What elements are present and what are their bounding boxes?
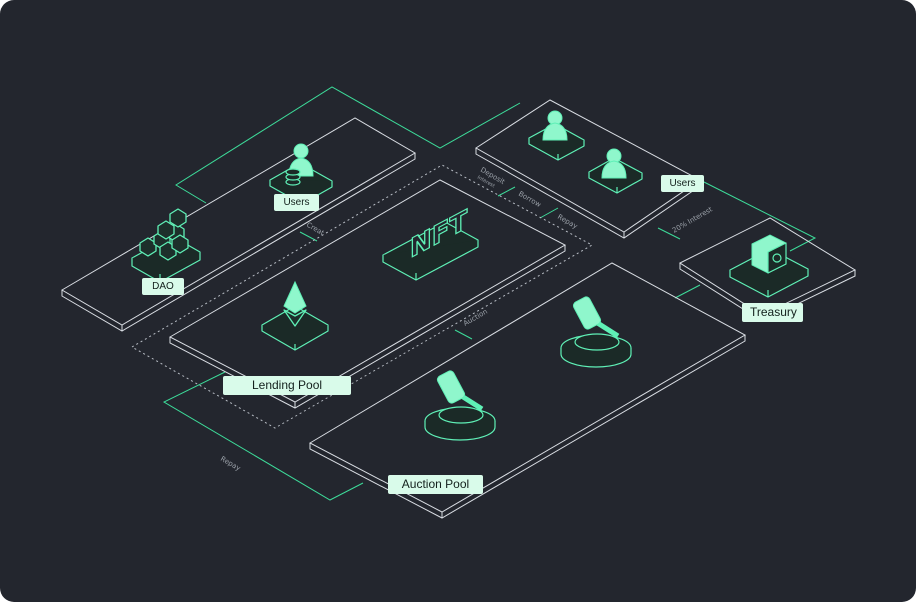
platform-auction [308, 262, 747, 519]
flow-dao-users-right [175, 86, 521, 204]
flow-interest-arrow [657, 227, 681, 240]
flow-deposit-arrow [497, 186, 516, 197]
label-lending-pool: Lending Pool [223, 376, 351, 395]
edge-label-creat: Creat [305, 221, 326, 238]
gavel-icon-2 [424, 370, 496, 441]
label-users-left: Users [274, 194, 319, 211]
flow-auction-treasury [674, 284, 701, 299]
edge-label-borrow: Borrow [517, 190, 543, 209]
lending-dashed-boundary [130, 164, 594, 429]
safe-icon [729, 234, 809, 298]
edge-label-repay-top: Repay [556, 213, 579, 231]
platform-users-right [475, 99, 701, 239]
edge-label-auction: Auction [462, 308, 489, 328]
ethereum-icon [261, 280, 329, 351]
label-auction-pool: Auction Pool [388, 475, 483, 494]
user-icon-2 [588, 148, 643, 194]
edge-label-repay-bottom: Repay [219, 455, 242, 473]
label-users-right: Users [661, 175, 704, 192]
edge-label-interest: 20% Interest [671, 205, 714, 234]
label-treasury: Treasury [742, 303, 803, 322]
flow-repay-bottom [162, 371, 364, 501]
nft-icon: NFT [382, 203, 479, 281]
flow-borrow-arrow [539, 207, 559, 219]
flow-lines [162, 86, 817, 501]
user-coins-icon [269, 143, 333, 205]
dao-cubes-icon [131, 208, 201, 283]
label-dao: DAO [142, 278, 184, 295]
flow-users-right-treasury [699, 179, 817, 252]
platform-dao [61, 117, 416, 332]
platform-lending [168, 179, 567, 409]
gavel-icon-1 [560, 296, 632, 368]
user-icon-1 [528, 110, 585, 161]
flow-auction-arrow [454, 329, 473, 340]
